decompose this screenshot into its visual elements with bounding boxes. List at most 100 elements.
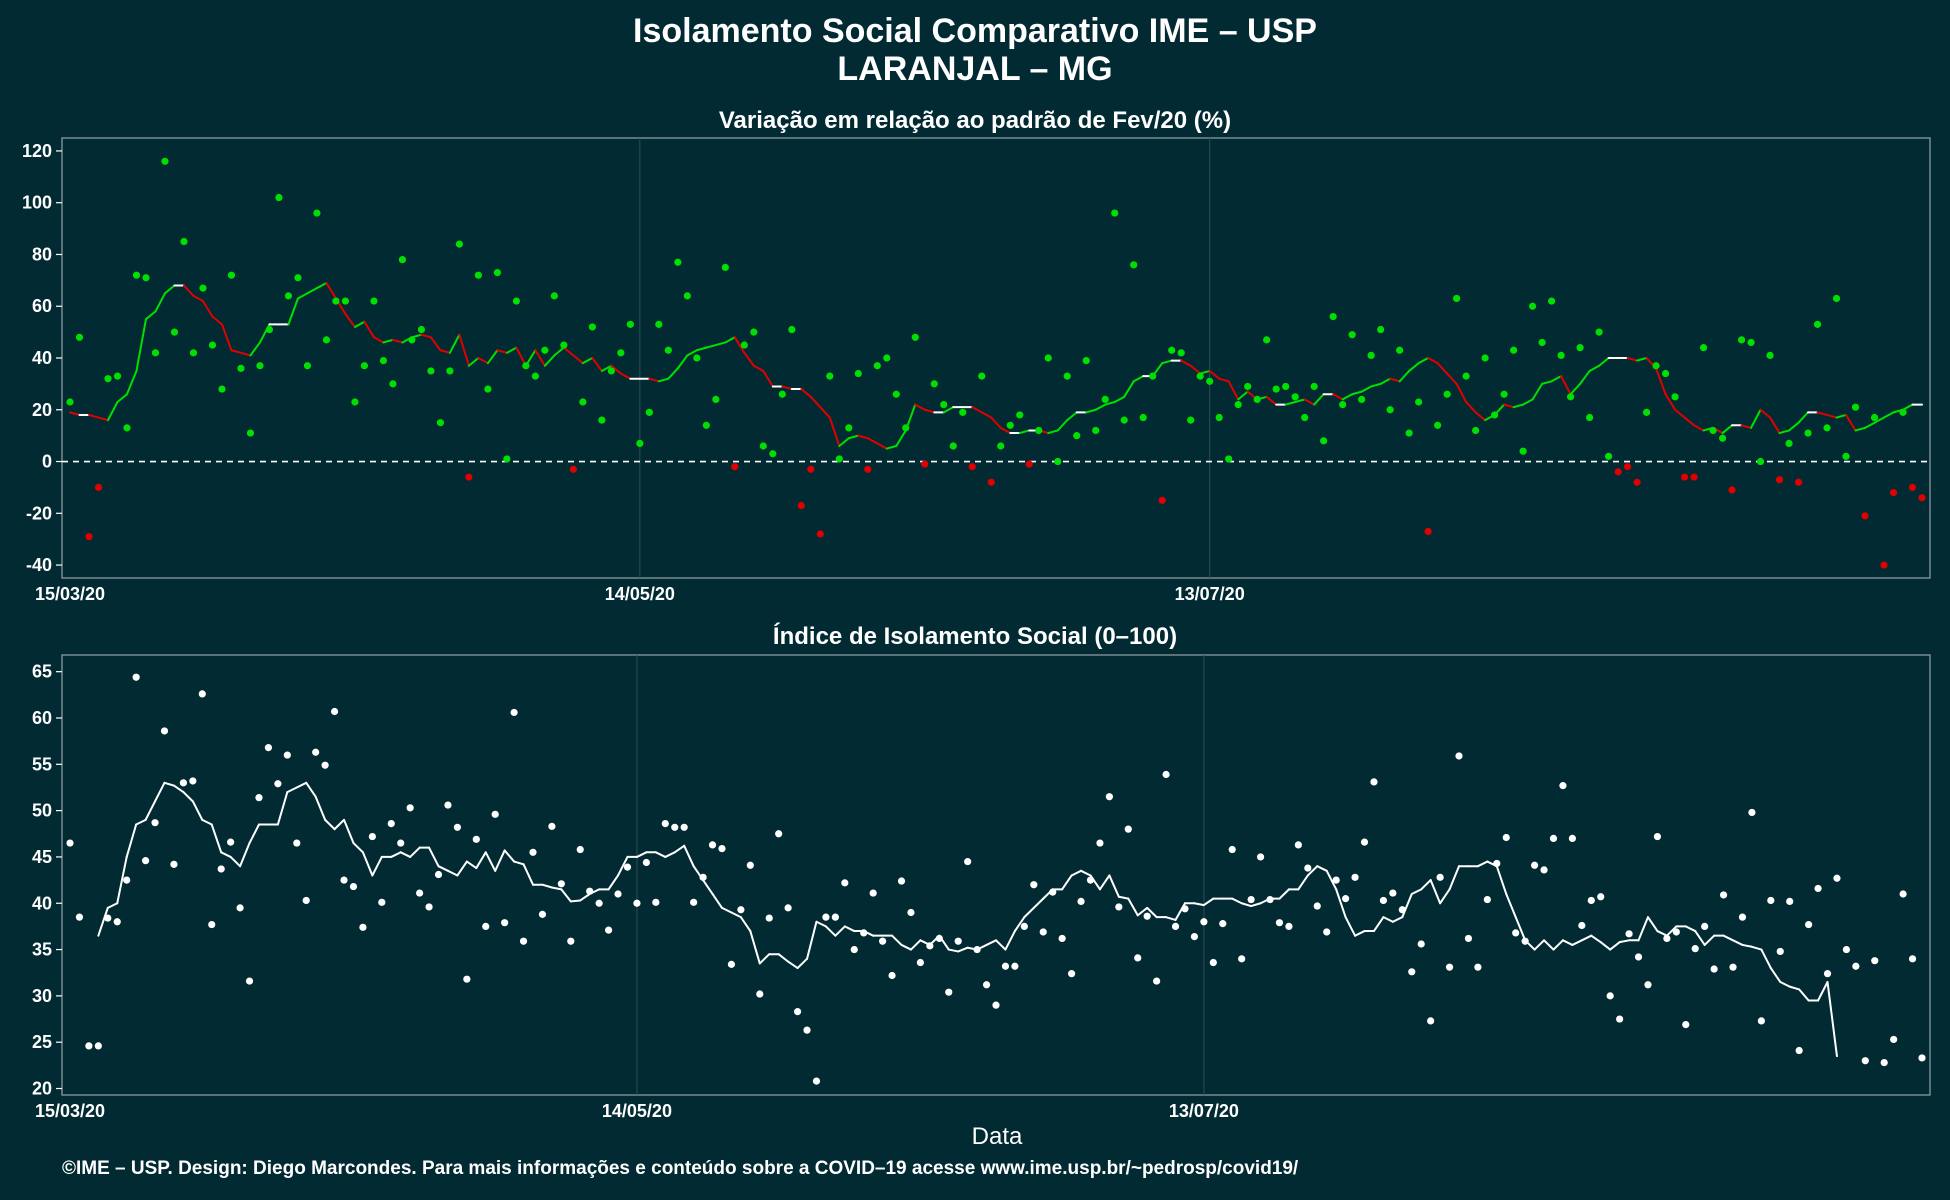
data-point [1500,390,1508,398]
data-point [397,839,405,847]
data-point [141,857,150,865]
trend-line-segment [353,320,366,328]
x-tick-label: 15/03/20 [35,1101,105,1121]
data-point [1329,312,1337,321]
trend-line-segment [1541,380,1553,385]
data-point [501,919,509,927]
trend-line-segment [971,406,983,414]
data-point [607,367,615,375]
trend-line-segment [673,844,686,854]
data-point [1481,354,1489,362]
data-point [930,380,938,388]
trend-line-segment [361,851,374,877]
data-point [636,439,644,448]
data-point [66,839,74,847]
data-point [759,442,767,450]
data-point [1351,873,1359,881]
data-point [1597,893,1605,901]
data-point [132,271,141,279]
data-point [510,708,518,717]
trend-line-segment [106,401,119,422]
data-point [218,385,226,393]
trend-line-segment [885,445,898,450]
data-point [444,801,452,809]
trend-line-segment [847,434,860,440]
data-point [484,385,492,393]
data-point [1464,934,1473,943]
data-point [1162,770,1170,779]
y-tick-label: 100 [22,193,52,213]
data-point [1215,413,1223,422]
data-point [340,876,348,884]
trend-line-segment [1420,879,1432,891]
data-point [945,988,953,996]
data-point [1049,888,1057,896]
data-point [1120,416,1128,424]
data-point [208,920,216,929]
trend-line-segment [1664,393,1677,411]
trend-line-segment [1341,393,1354,401]
data-point [864,465,872,473]
trend-line-segment [163,284,176,295]
data-point [406,804,414,812]
trend-line-segment [1590,934,1602,944]
trend-line-segment [724,336,736,344]
trend-line-segment [838,437,850,447]
trend-line-segment [513,860,525,866]
data-point [907,908,915,917]
data-point [1408,968,1416,976]
data-point [1559,782,1567,790]
data-point [1445,963,1454,971]
data-point [1030,881,1038,889]
trend-line-segment [239,351,252,357]
data-point [1899,890,1907,898]
data-point [1842,452,1850,460]
trend-line-segment [1750,945,1763,951]
trend-line-segment [1505,892,1517,919]
data-point [845,424,853,432]
y-tick-label: 80 [32,244,52,264]
data-point [1701,922,1709,931]
trend-line-segment [306,287,318,295]
data-point [683,292,691,300]
trend-line-segment [324,818,336,831]
data-point [567,937,575,945]
data-point [1652,362,1660,370]
data-point [1842,945,1851,954]
trend-line-segment [1779,980,1791,988]
data-point [1483,895,1491,904]
data-point [1690,473,1698,481]
trend-line-segment [572,354,584,365]
data-point [368,832,376,841]
data-point [1092,426,1100,435]
data-point [132,673,140,681]
trend-line-segment [1626,357,1639,362]
data-point [1861,1057,1869,1065]
data-point [623,863,632,871]
data-point [1130,261,1138,269]
data-point [850,945,858,954]
data-point [1272,385,1280,393]
data-point [1367,351,1375,360]
trend-line-segment [296,292,309,300]
trend-line-segment [503,849,516,863]
data-point [1443,390,1451,398]
trend-line-segment [815,920,827,928]
data-point [1016,411,1024,419]
data-point [1360,838,1369,846]
trend-line-segment [1427,357,1439,365]
data-point [370,297,378,305]
data-point [727,960,736,968]
data-point [1616,1015,1624,1023]
data-point [1756,457,1765,466]
data-point [614,890,622,898]
data-point [626,320,634,328]
data-point [797,501,805,510]
trend-line-segment [1760,948,1772,970]
data-point [645,408,653,416]
trend-line-segment [1531,382,1544,401]
trend-line-segment [1113,395,1126,403]
trend-line-segment [1826,413,1838,419]
data-point [1512,929,1520,937]
data-point [1111,209,1119,217]
